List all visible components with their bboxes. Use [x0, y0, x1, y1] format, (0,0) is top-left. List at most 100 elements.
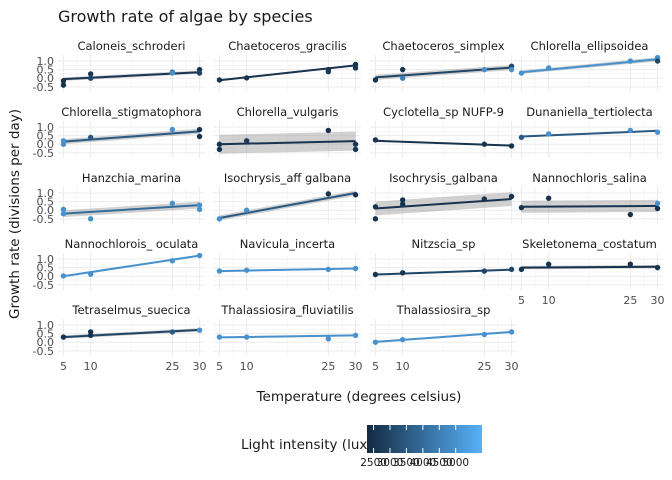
fit-line — [219, 267, 356, 273]
data-point — [216, 141, 223, 147]
data-point — [87, 134, 94, 141]
y-tick-label: -0.5 — [33, 279, 54, 292]
y-tick-label: 0.5 — [37, 196, 55, 209]
x-tick-label: 10 — [240, 360, 254, 373]
facet-panel: Skeletonema_costatum 5 10 25 30 — [516, 237, 665, 307]
x-tick-label: 10 — [396, 360, 410, 373]
facet-panel: Chlorella_vulgaris — [214, 105, 361, 158]
facet-strip-label: Chlorella_vulgaris — [237, 105, 339, 119]
y-tick-label: -0.5 — [33, 81, 54, 94]
data-point — [60, 210, 67, 217]
data-point — [60, 78, 67, 84]
y-axis-title: Growth rate (divisions per day) — [7, 109, 23, 319]
y-tick-label: -0.5 — [33, 213, 54, 226]
x-tick-label: 5 — [372, 360, 379, 373]
data-point — [627, 261, 634, 267]
data-point — [325, 266, 332, 273]
y-tick-label: 1.0 — [37, 187, 55, 200]
data-point — [60, 206, 67, 213]
y-tick-label: 0.0 — [37, 72, 55, 85]
facet-strip-label: Navicula_incerta — [240, 237, 335, 251]
data-point — [60, 82, 67, 88]
facet-panel: Caloneis_schroderi 1.00.50.0-0.5 — [33, 39, 205, 94]
facet-strip-label: Caloneis_schroderi — [77, 39, 185, 53]
facet-strip-label: Dunaniella_tertiolecta — [526, 105, 652, 119]
facet-strip-label: Cyclotella_sp NUFP-9 — [383, 105, 504, 119]
legend-tick-label: 4500 — [426, 457, 453, 469]
data-point — [399, 270, 406, 276]
y-tick-label: -0.5 — [33, 345, 54, 358]
y-tick-label: 0.0 — [37, 270, 55, 283]
data-point — [169, 329, 176, 335]
facet-panels: Caloneis_schroderi1.00.50.0-0.5Chaetocer… — [33, 39, 665, 373]
y-tick-label: 0.0 — [37, 336, 55, 349]
y-tick-label: 0.5 — [37, 64, 55, 77]
y-tick-label: 0.5 — [37, 262, 55, 275]
fit-line — [521, 58, 658, 74]
data-point — [518, 266, 525, 273]
data-point — [196, 202, 203, 208]
data-point — [481, 141, 488, 147]
data-point — [627, 211, 634, 218]
data-point — [196, 206, 203, 213]
data-point — [372, 271, 379, 278]
data-point — [372, 204, 379, 210]
x-axis-title: Temperature (degrees celsius) — [256, 389, 462, 405]
facet-panel: Isochrysis_galbana — [370, 171, 517, 224]
data-point — [654, 205, 661, 212]
data-point — [481, 331, 488, 338]
data-point — [243, 267, 250, 273]
data-point — [518, 70, 525, 76]
data-point — [352, 265, 359, 272]
data-point — [481, 268, 488, 274]
data-point — [87, 216, 94, 222]
facet-strip-label: Chlorella_stigmatophora — [61, 105, 201, 119]
facet-strip-label: Tetraselmus_suecica — [71, 303, 190, 317]
data-point — [372, 216, 379, 222]
data-point — [216, 268, 223, 274]
data-point — [169, 70, 176, 76]
facet-panel: Nitzscia_sp — [370, 237, 517, 290]
facet-panel: Nannochlorois_ oculata 1.00.50.0-0.5 — [33, 237, 205, 292]
y-tick-label: 0.0 — [37, 138, 55, 151]
fit-line — [219, 192, 356, 219]
data-point — [325, 191, 332, 197]
y-tick-label: 1.0 — [37, 253, 55, 266]
facet-panel: Chaetoceros_simplex — [370, 39, 517, 92]
data-point — [654, 264, 661, 271]
facet-panel: Cyclotella_sp NUFP-9 — [370, 105, 517, 158]
data-point — [372, 137, 379, 143]
x-tick-label: 5 — [518, 294, 525, 307]
data-point — [399, 197, 406, 203]
y-tick-label: 1.0 — [37, 319, 55, 332]
y-tick-label: 1.0 — [37, 121, 55, 134]
data-point — [545, 195, 552, 201]
data-point — [481, 66, 488, 73]
facet-panel: Tetraselmus_suecica 1.00.50.0-0.5 5 10 25 30 — [33, 303, 207, 373]
data-point — [196, 70, 203, 76]
data-point — [627, 58, 634, 64]
data-point — [545, 65, 552, 71]
fit-line — [375, 139, 512, 147]
x-tick-label: 10 — [542, 294, 556, 307]
data-point — [87, 71, 94, 77]
fit-line — [521, 204, 658, 208]
facet-panel: Nannochloris_salina — [516, 171, 663, 224]
legend-tick-label: 4000 — [409, 457, 436, 469]
data-point — [399, 336, 406, 343]
legend: Light intensity (lux) 250030003500400045… — [241, 425, 482, 469]
data-point — [352, 65, 359, 71]
facet-panel: Thalassiosira_sp 5 10 25 30 — [370, 303, 519, 373]
facet-strip-label: Chaetoceros_gracilis — [228, 39, 347, 53]
fit-line — [521, 129, 658, 138]
legend-title: Light intensity (lux) — [241, 437, 373, 453]
legend-tick-label: 3000 — [377, 457, 404, 469]
fit-line — [375, 198, 512, 210]
facet-panel: Chaetoceros_gracilis — [214, 39, 361, 92]
facet-strip-label: Isochrysis_galbana — [389, 171, 498, 185]
x-tick-label: 5 — [216, 360, 223, 373]
facet-panel: Hanzchia_marina 1.00.50.0-0.5 — [33, 171, 205, 226]
data-point — [481, 196, 488, 202]
data-point — [654, 200, 661, 207]
data-point — [508, 193, 515, 200]
